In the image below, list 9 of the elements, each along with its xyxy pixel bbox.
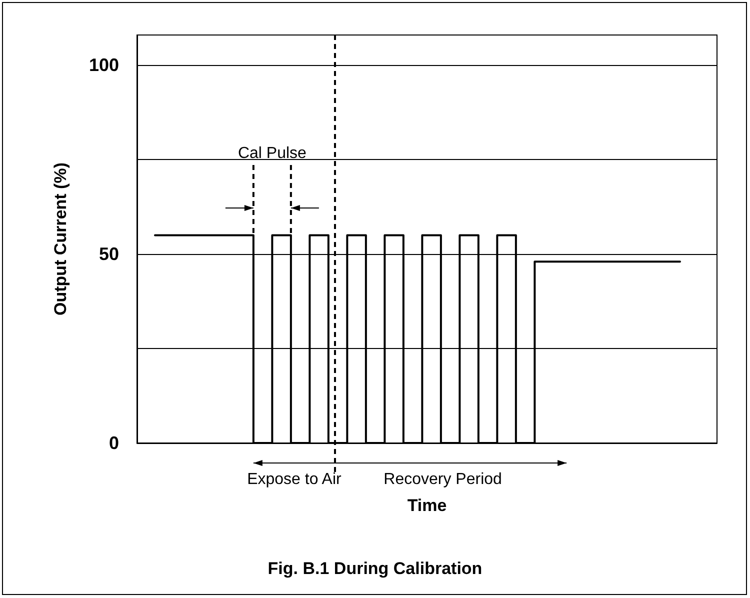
text: Expose to Air [247,471,342,488]
text: Fig. B.1 During Calibration [268,559,482,578]
y-tick-label: 50 [98,244,119,264]
y-tick-label: 0 [108,433,119,453]
y-tick-label: 100 [88,55,119,76]
x-axis-title: Time [407,496,447,515]
text: Recovery Period [384,471,502,488]
annotation: Cal Pulse [238,145,307,162]
y-axis-title: Output Current (%) [51,162,70,316]
